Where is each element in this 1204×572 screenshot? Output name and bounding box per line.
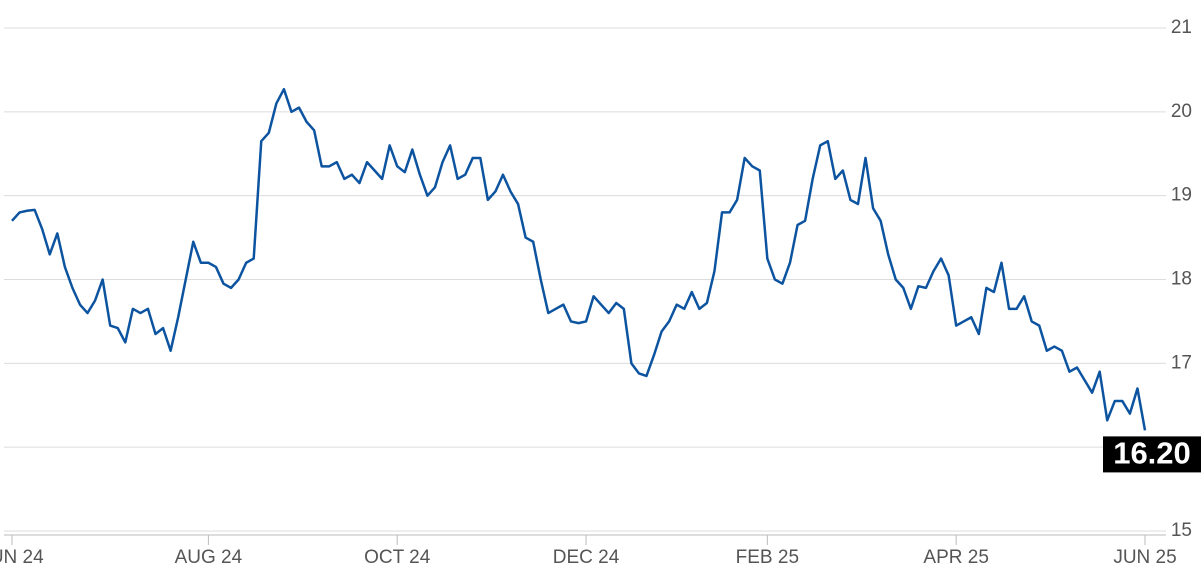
y-tick-label: 17 [1171, 352, 1192, 373]
y-tick-label: 19 [1171, 185, 1192, 206]
x-tick-label: DEC 24 [553, 547, 620, 568]
y-tick-label: 21 [1171, 17, 1192, 38]
x-tick-label: AUG 24 [175, 547, 243, 568]
y-tick-label: 20 [1171, 101, 1192, 122]
x-tick-label: JUN 25 [1113, 547, 1176, 568]
x-tick-label: OCT 24 [364, 547, 431, 568]
y-tick-label: 18 [1171, 269, 1192, 290]
value-label: 16.20 [1113, 436, 1191, 471]
x-tick-label: FEB 25 [736, 547, 799, 568]
price-line [11, 87, 1147, 431]
value-label-box [1103, 436, 1201, 473]
x-tick-label: JUN 24 [0, 547, 44, 568]
x-tick-label: APR 25 [923, 547, 988, 568]
y-tick-label: 15 [1171, 520, 1192, 541]
